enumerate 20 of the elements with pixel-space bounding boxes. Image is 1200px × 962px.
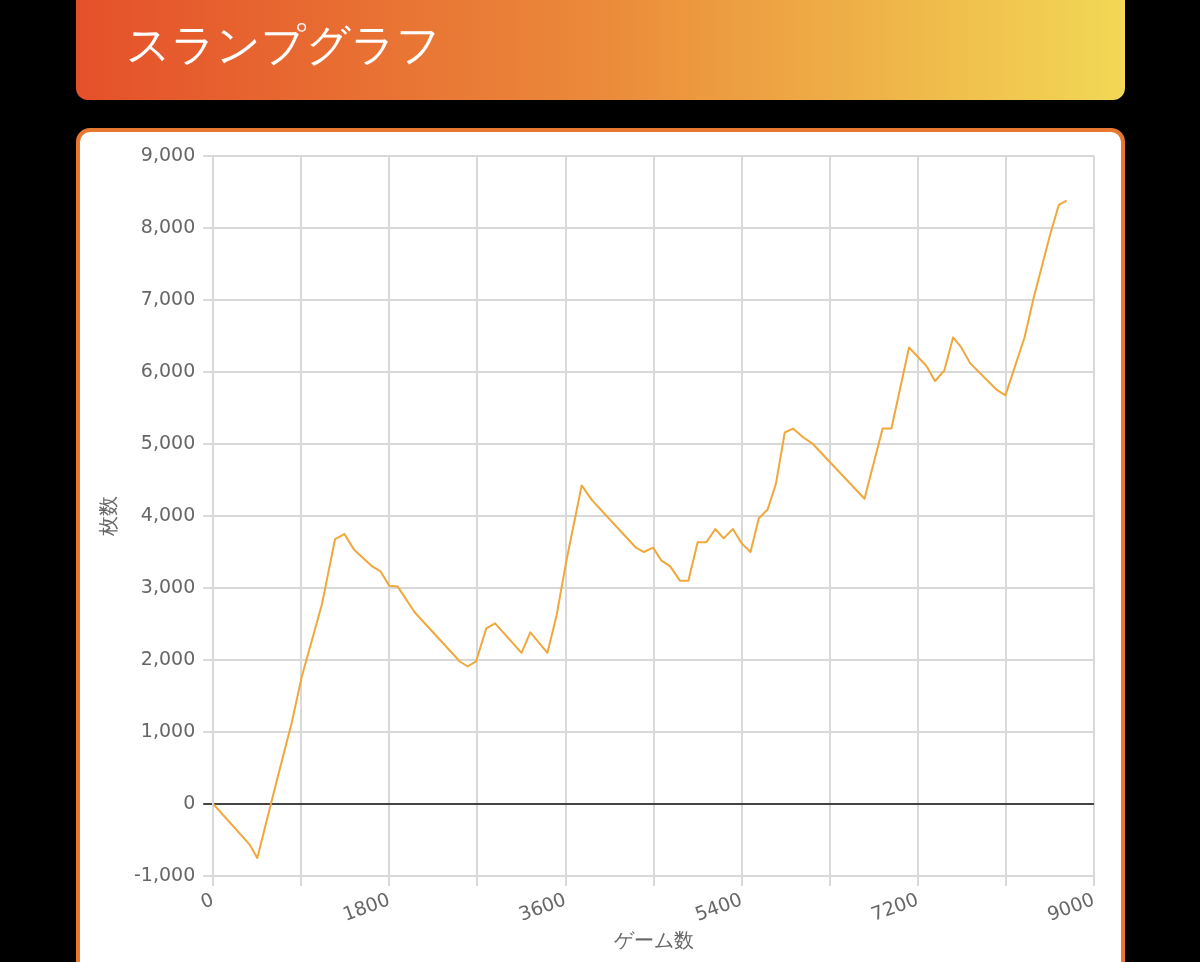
y-tick-label: 2,000 [140, 646, 196, 669]
x-tick-label: 7200 [867, 887, 921, 925]
x-tick-label: 3600 [515, 887, 569, 925]
x-tick-label: 1800 [339, 887, 393, 925]
y-tick-label: 9,000 [140, 142, 196, 165]
y-axis-title: 枚数 [96, 496, 121, 538]
y-tick-label: 8,000 [140, 214, 196, 237]
x-tick-label: 9000 [1044, 887, 1098, 925]
y-tick-label: 1,000 [140, 718, 196, 741]
y-tick-label: 6,000 [140, 358, 196, 381]
x-axis-title: ゲーム数 [613, 928, 694, 953]
y-tick-label: -1,000 [134, 862, 196, 885]
y-tick-label: 4,000 [140, 502, 196, 525]
y-tick-label: 0 [183, 790, 196, 813]
chart-title: スランプグラフ [76, 0, 1125, 100]
x-tick-label: 0 [197, 887, 217, 913]
y-tick-label: 5,000 [140, 430, 196, 453]
y-tick-label: 3,000 [140, 574, 196, 597]
x-tick-label: 5400 [691, 887, 745, 925]
y-tick-label: 7,000 [140, 286, 196, 309]
